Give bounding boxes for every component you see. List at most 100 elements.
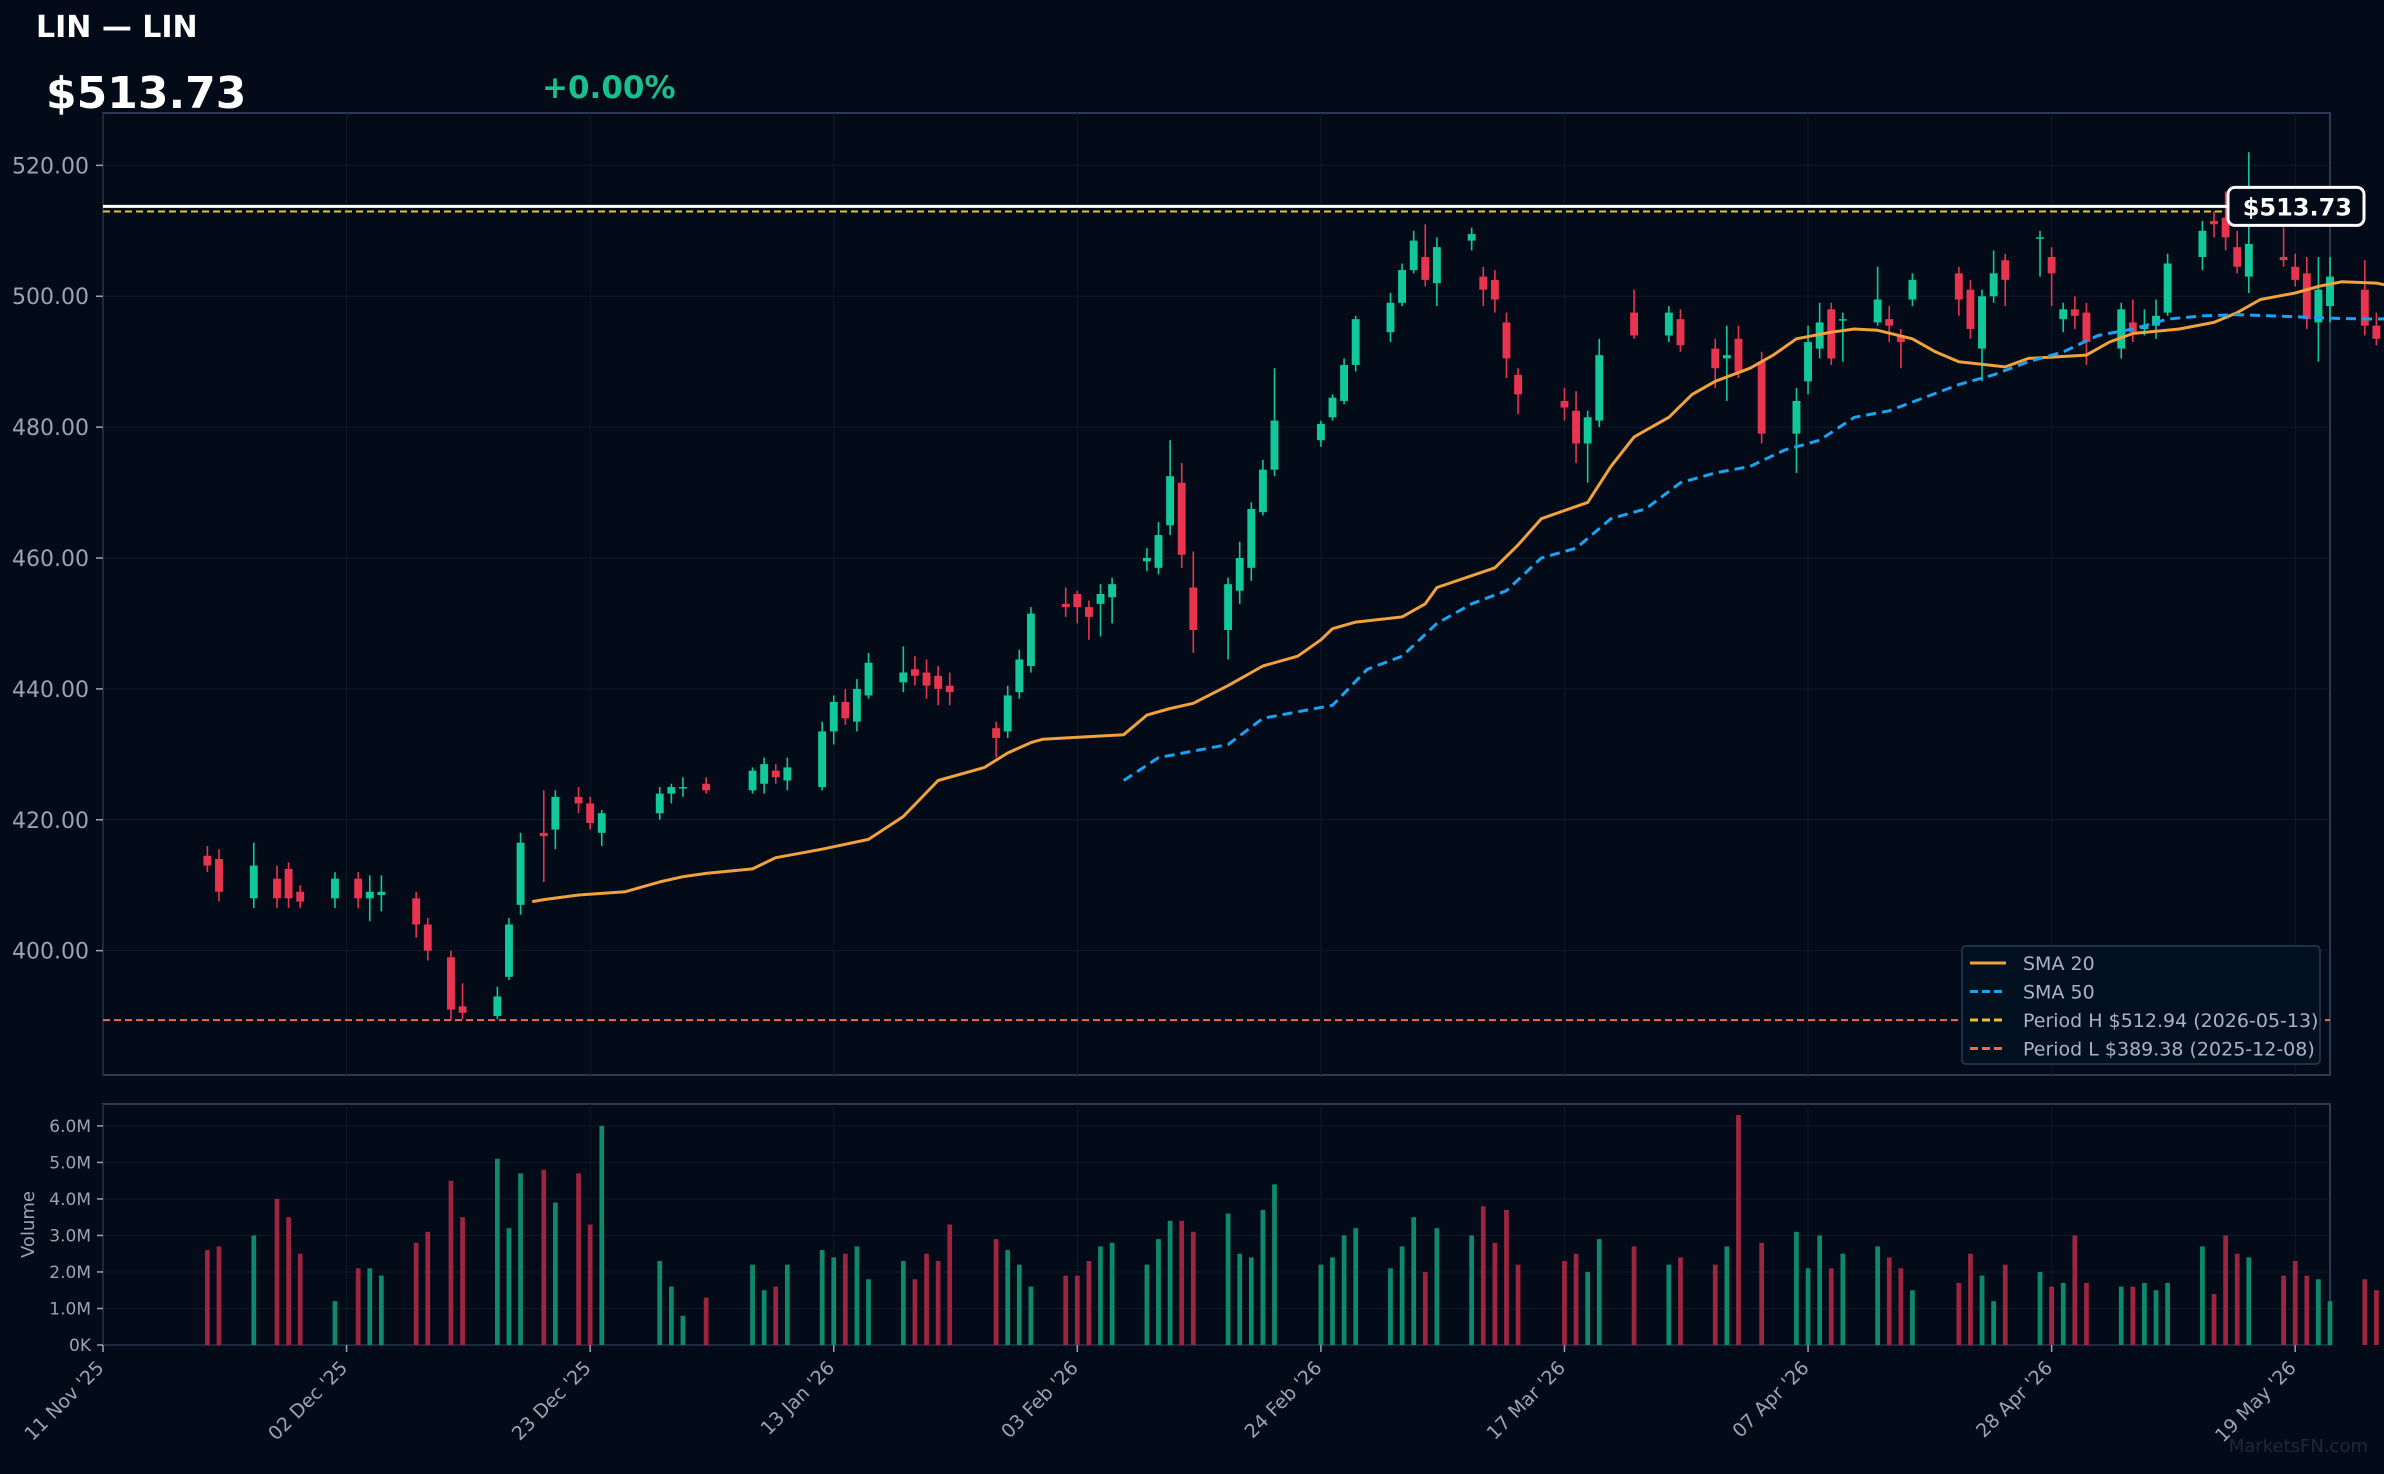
price-tag-label: $513.73 bbox=[2243, 193, 2352, 221]
candle bbox=[1815, 302, 1824, 359]
candle-body bbox=[1885, 319, 1894, 326]
candle bbox=[1421, 224, 1430, 287]
y-tick-label: 520.00 bbox=[12, 154, 89, 179]
volume-bar bbox=[2037, 1271, 2043, 1345]
candle-body bbox=[1270, 420, 1279, 470]
volume-bar bbox=[1016, 1264, 1022, 1345]
candle-body bbox=[2163, 263, 2172, 313]
candle bbox=[1467, 227, 1476, 251]
volume-bar bbox=[367, 1268, 373, 1345]
candle-body bbox=[1757, 361, 1766, 434]
volume-bar bbox=[1573, 1253, 1579, 1345]
x-tick-label: 23 Dec '25 bbox=[508, 1357, 596, 1445]
candle-body bbox=[296, 891, 305, 902]
candle-body bbox=[1954, 273, 1963, 300]
candle-body bbox=[354, 878, 363, 899]
candle bbox=[1316, 420, 1325, 447]
x-tick-label: 02 Dec '25 bbox=[264, 1357, 352, 1445]
candle-body bbox=[1490, 279, 1499, 300]
candle-body bbox=[2210, 220, 2218, 225]
candle-body bbox=[1015, 659, 1024, 693]
volume-bar bbox=[1678, 1257, 1683, 1345]
candle-body bbox=[2372, 325, 2381, 339]
candle bbox=[354, 872, 363, 909]
candle-body bbox=[2152, 315, 2160, 326]
volume-bar bbox=[448, 1180, 454, 1345]
volume-bar bbox=[1225, 1213, 1231, 1345]
candle bbox=[458, 983, 467, 1020]
candle bbox=[1664, 306, 1673, 343]
candle bbox=[2326, 256, 2334, 323]
volume-bar bbox=[379, 1275, 384, 1345]
candle-body bbox=[377, 891, 386, 896]
x-tick-label: 03 Feb '26 bbox=[997, 1357, 1083, 1443]
volume-tick-label: 2.0M bbox=[49, 1263, 91, 1283]
candle bbox=[2059, 302, 2068, 333]
volume-bar bbox=[1504, 1209, 1509, 1345]
candle bbox=[2360, 260, 2369, 336]
volume-bar bbox=[576, 1173, 581, 1345]
volume-bar bbox=[1585, 1271, 1591, 1345]
price-tag bbox=[2226, 185, 2366, 227]
candle bbox=[423, 917, 432, 961]
candle-body bbox=[203, 855, 212, 866]
candle bbox=[377, 875, 386, 912]
candle bbox=[1954, 266, 1963, 316]
candle-body bbox=[2036, 237, 2044, 239]
volume-bar bbox=[1480, 1206, 1486, 1345]
candle bbox=[748, 767, 757, 794]
candle-body bbox=[2360, 289, 2369, 326]
candle-body bbox=[1467, 234, 1476, 241]
candle bbox=[1885, 306, 1894, 343]
volume-bar bbox=[2374, 1290, 2379, 1345]
candle-body bbox=[1711, 348, 1720, 369]
candle bbox=[899, 646, 908, 693]
candle-body bbox=[1061, 603, 1070, 608]
volume-bar bbox=[2223, 1235, 2228, 1345]
candle bbox=[331, 872, 339, 909]
candle-body bbox=[2128, 322, 2137, 333]
candle bbox=[1340, 358, 1349, 405]
volume-bar bbox=[1515, 1264, 1521, 1345]
volume-bar bbox=[460, 1217, 465, 1345]
candle bbox=[1154, 522, 1163, 575]
candle-body bbox=[2314, 289, 2323, 323]
candle bbox=[760, 757, 769, 794]
volume-bar bbox=[1167, 1220, 1173, 1345]
volume-bar bbox=[1388, 1268, 1393, 1345]
candle bbox=[1328, 394, 1337, 421]
volume-bar bbox=[216, 1246, 222, 1345]
candle-body bbox=[1572, 410, 1581, 444]
candle-body bbox=[2279, 256, 2288, 261]
candle bbox=[1722, 325, 1731, 401]
candle-body bbox=[1189, 587, 1198, 630]
candle bbox=[818, 721, 827, 791]
volume-tick-label: 3.0M bbox=[49, 1226, 91, 1246]
candle bbox=[273, 865, 281, 909]
volume-bar bbox=[668, 1286, 674, 1345]
volume-bar bbox=[1666, 1264, 1672, 1345]
volume-bar bbox=[297, 1253, 303, 1345]
y-tick-label: 400.00 bbox=[12, 940, 89, 965]
candle-body bbox=[2140, 325, 2149, 329]
x-tick-label: 28 Apr '26 bbox=[1972, 1357, 2057, 1442]
candle-body bbox=[412, 898, 421, 925]
volume-tick-label: 0K bbox=[69, 1336, 92, 1356]
candle bbox=[2070, 296, 2079, 329]
volume-bar bbox=[1886, 1257, 1892, 1345]
candle bbox=[493, 986, 502, 1020]
candle-body bbox=[1479, 276, 1488, 290]
candle bbox=[296, 885, 305, 909]
volume-bar bbox=[2130, 1286, 2136, 1345]
volume-bar bbox=[1712, 1264, 1718, 1345]
candle bbox=[1351, 315, 1360, 372]
volume-bar bbox=[1074, 1275, 1080, 1345]
candle-body bbox=[934, 675, 943, 689]
candle-body bbox=[1664, 312, 1673, 336]
candle bbox=[1270, 368, 1279, 477]
volume-bar bbox=[541, 1169, 547, 1345]
candle-body bbox=[1896, 335, 1905, 343]
volume-bar bbox=[2362, 1279, 2368, 1345]
candle-body bbox=[1989, 273, 1998, 297]
